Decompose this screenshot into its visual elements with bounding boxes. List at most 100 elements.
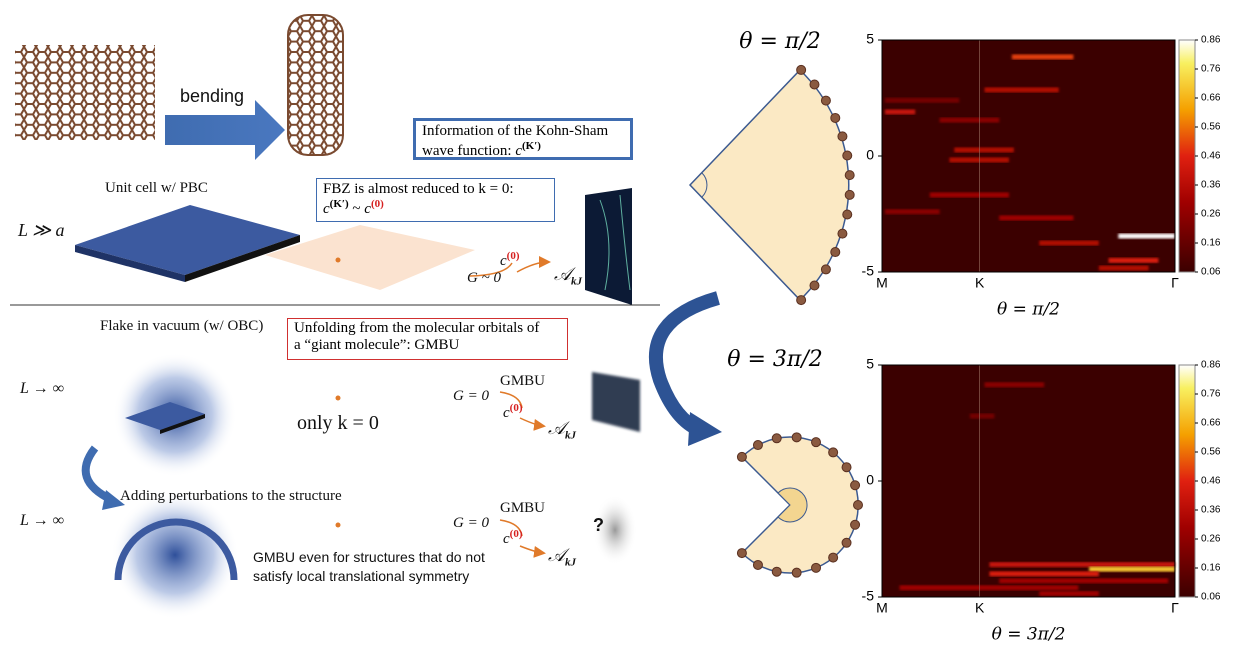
math: 𝒜kJ <box>554 264 582 288</box>
x-axis-label: θ = π/2 <box>997 300 1060 320</box>
theta-label: θ = 3π/2 <box>727 347 823 372</box>
colorbar-tick-label: 0.06 <box>1201 592 1221 603</box>
math: 𝒜kJ <box>548 545 576 569</box>
bead <box>812 438 821 447</box>
bead <box>821 265 830 274</box>
label: L → ∞ <box>20 380 64 398</box>
graphene-sheet <box>15 45 155 140</box>
orange-arrow <box>520 418 543 426</box>
question: ? <box>593 515 604 536</box>
math: G = 0 <box>453 515 489 532</box>
streak <box>885 109 915 114</box>
theta-label: θ = π/2 <box>739 29 821 54</box>
math: (0) <box>510 402 523 414</box>
text: satisfy local translational symmetry <box>253 568 469 584</box>
math: (K′) <box>330 198 349 210</box>
spectral-image <box>592 372 640 432</box>
colorbar-tick-label: 0.76 <box>1201 389 1221 400</box>
colorbar <box>1179 365 1195 597</box>
x-tick-label: M <box>876 600 888 616</box>
x-tick-label: M <box>876 275 888 291</box>
y-tick-label: 5 <box>866 356 874 372</box>
bead <box>772 567 781 576</box>
fbz-box: FBZ is almost reduced to k = 0: c(K′) ~ … <box>316 178 555 222</box>
bead <box>843 210 852 219</box>
streak <box>970 414 994 419</box>
label: Unit cell w/ PBC <box>105 180 208 197</box>
math: G ~ 0 <box>467 270 501 287</box>
x-tick-label: Γ <box>1171 275 1179 291</box>
x-tick-label: Γ <box>1171 600 1179 616</box>
streak <box>989 571 1098 576</box>
label: GMBU <box>500 500 545 517</box>
bead <box>845 190 854 199</box>
math: c <box>364 201 371 217</box>
math: c <box>503 405 510 421</box>
y-tick-label: 0 <box>866 472 874 488</box>
math: (0) <box>510 528 523 540</box>
colorbar-tick-label: 0.46 <box>1201 151 1221 162</box>
colorbar-tick-label: 0.66 <box>1201 418 1221 429</box>
label: bending <box>180 86 244 107</box>
colorbar-tick-label: 0.26 <box>1201 209 1221 220</box>
k-point <box>336 523 341 528</box>
ks-box: Information of the Kohn-Sham wave functi… <box>413 118 633 160</box>
colorbar-tick-label: 0.36 <box>1201 180 1221 191</box>
label: Flake in vacuum (w/ OBC) <box>100 318 263 335</box>
streak <box>1012 54 1074 59</box>
y-tick-label: 5 <box>866 31 874 47</box>
math: kJ <box>571 276 582 288</box>
math: c <box>515 143 522 159</box>
bead <box>792 568 801 577</box>
bead <box>772 434 781 443</box>
streak <box>989 562 1175 567</box>
colorbar-tick-label: 0.16 <box>1201 563 1221 574</box>
math: kJ <box>565 557 576 569</box>
big-arrow-head <box>688 412 722 446</box>
slab <box>75 205 300 275</box>
colorbar-tick-label: 0.76 <box>1201 64 1221 75</box>
math: G = 0 <box>453 388 489 405</box>
streak <box>940 118 1000 123</box>
colorbar-tick-label: 0.86 <box>1201 360 1221 371</box>
bead <box>829 448 838 457</box>
streak <box>1109 258 1159 263</box>
streak <box>1099 266 1149 271</box>
colorbar <box>1179 40 1195 272</box>
text: a “giant molecule”: GMBU <box>294 337 459 353</box>
x-tick-label: K <box>975 600 985 616</box>
math: c(0) <box>503 402 523 422</box>
nanotube <box>288 15 343 155</box>
colorbar-tick-label: 0.06 <box>1201 267 1221 278</box>
streak <box>954 147 1014 152</box>
streak <box>985 87 1059 92</box>
math: c <box>323 201 330 217</box>
streak <box>1089 567 1175 572</box>
colorbar-tick-label: 0.46 <box>1201 476 1221 487</box>
k-point <box>336 258 341 263</box>
bead <box>753 560 762 569</box>
streak <box>900 585 1079 590</box>
label: only k = 0 <box>297 412 379 435</box>
streak <box>885 98 959 103</box>
streak <box>885 209 940 214</box>
text: wave function: <box>422 143 512 159</box>
orange-arrow <box>520 546 543 553</box>
bead <box>842 538 851 547</box>
streak <box>1039 591 1099 596</box>
bead <box>797 65 806 74</box>
math: 𝒜 <box>554 264 571 284</box>
bead <box>831 248 840 257</box>
colorbar-tick-label: 0.56 <box>1201 447 1221 458</box>
bead <box>797 296 806 305</box>
math: c <box>503 531 510 547</box>
bead <box>845 171 854 180</box>
bead <box>737 452 746 461</box>
bead <box>810 80 819 89</box>
math: kJ <box>565 430 576 442</box>
streak <box>1118 234 1175 239</box>
y-tick-label: -5 <box>862 588 875 604</box>
colorbar-tick-label: 0.36 <box>1201 505 1221 516</box>
bead <box>829 553 838 562</box>
bead <box>821 96 830 105</box>
